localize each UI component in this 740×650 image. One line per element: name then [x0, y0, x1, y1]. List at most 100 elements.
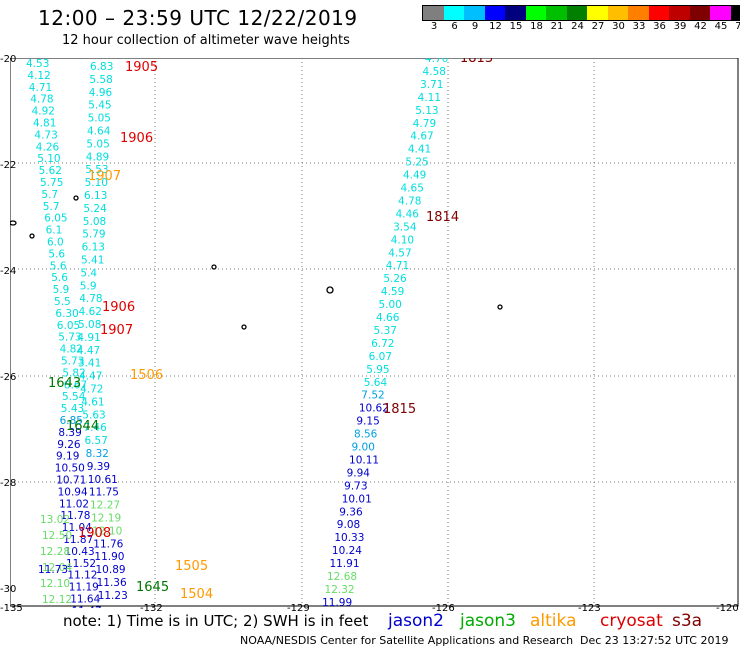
- swh-value: 5.10: [85, 177, 108, 189]
- time-tag: 1907: [100, 323, 133, 338]
- swh-value: 10.61: [88, 474, 118, 486]
- legend-tick: 18: [530, 21, 543, 32]
- swh-value: 5.9: [53, 284, 70, 296]
- legend-tick: 36: [653, 21, 666, 32]
- legend-tick: 42: [694, 21, 707, 32]
- swh-value: 10.62: [359, 403, 389, 415]
- legend-swatch: [423, 6, 444, 20]
- footer-credit: NOAA/NESDIS Center for Satellite Applica…: [240, 634, 574, 647]
- lat-lon-grid: [10, 58, 738, 606]
- swh-value: 5.79: [82, 229, 105, 241]
- swh-value: 4.47: [77, 345, 100, 357]
- swh-value: 12.32: [325, 584, 355, 596]
- swh-value: 5.25: [405, 157, 428, 169]
- legend-swatch: [607, 6, 628, 20]
- swh-value: 11.76: [93, 538, 123, 550]
- swh-value: 5.45: [88, 100, 111, 112]
- swh-value: 4.89: [86, 151, 109, 163]
- lat-label: -20: [0, 54, 17, 65]
- swh-value: 5.05: [86, 138, 109, 150]
- swh-value: 10.24: [332, 545, 362, 557]
- legend-tick: 6: [451, 21, 458, 32]
- swh-value: 12.27: [90, 500, 120, 512]
- lat-label: -22: [0, 160, 17, 171]
- swh-value: 12.12: [42, 594, 72, 606]
- swh-value: 4.71: [29, 82, 52, 94]
- legend-tick: 70: [735, 21, 740, 32]
- swh-value: 4.72: [80, 384, 103, 396]
- swh-value: 4.10: [391, 234, 414, 246]
- legend-swatch: [566, 6, 587, 20]
- swh-value: 6.05: [57, 320, 80, 332]
- swh-value: 10.71: [56, 475, 86, 487]
- swh-value: 5.26: [383, 273, 407, 285]
- swh-value: 11.75: [89, 487, 119, 499]
- swh-value: 5.95: [366, 364, 389, 376]
- time-tag: 1506: [130, 368, 163, 383]
- swh-value: 5.7: [41, 189, 58, 201]
- swh-value: 6.67: [64, 379, 87, 391]
- satellite-label: jason2: [388, 611, 444, 631]
- swh-value: 6.72: [371, 338, 394, 350]
- swh-value: 11.90: [94, 551, 124, 563]
- legend-swatch: [484, 6, 505, 20]
- time-tag: 1906: [102, 300, 135, 315]
- footer-note: note: 1) Time is in UTC; 2) SWH is in fe…: [63, 612, 369, 630]
- swh-value: 11.64: [70, 594, 100, 606]
- swh-value: 4.67: [410, 131, 433, 143]
- chart-title: 12:00 – 23:59 UTC 12/22/2019: [38, 6, 358, 30]
- swh-value: 4.96: [89, 87, 113, 99]
- swh-value: 11.47: [72, 605, 102, 608]
- swh-value: 11.23: [98, 590, 128, 602]
- lat-label: -24: [0, 266, 17, 277]
- legend-swatch: [546, 6, 567, 20]
- swh-value: 9.94: [347, 467, 371, 479]
- time-tag: 1813: [460, 58, 493, 66]
- swh-value: 4.26: [36, 141, 60, 153]
- swh-value: 5.75: [40, 177, 63, 189]
- swh-value: 9.39: [87, 461, 110, 473]
- swh-value: 5.82: [62, 367, 85, 379]
- swh-value: 4.53: [26, 58, 49, 70]
- swh-value: 4.78: [79, 293, 102, 305]
- swh-value: 9.00: [352, 442, 375, 454]
- swh-value: 9.08: [337, 519, 360, 531]
- swh-value: 4.57: [388, 247, 411, 259]
- legend-swatch: [587, 6, 608, 20]
- island: [211, 264, 217, 270]
- swh-value: 5.7: [43, 201, 60, 213]
- swh-value: 10.50: [55, 463, 85, 475]
- swh-value: 5.9: [80, 280, 97, 292]
- swh-value: 11.91: [329, 558, 359, 570]
- legend-tick: 9: [471, 21, 479, 32]
- swh-value: 9.26: [57, 439, 81, 451]
- legend-swatch: [628, 6, 649, 20]
- swh-value: 5.00: [378, 299, 401, 311]
- lon-label: -120: [716, 603, 739, 614]
- swh-value: 5.73: [61, 356, 84, 368]
- swh-value: 9.19: [56, 451, 79, 463]
- swh-value: 12.10: [40, 578, 70, 590]
- swh-value: 5.6: [51, 272, 68, 284]
- time-tag: 1644: [66, 419, 99, 434]
- legend-tick: 30: [612, 21, 625, 32]
- swh-value: 12.68: [327, 571, 357, 583]
- legend-tick: 12: [489, 21, 502, 32]
- swh-value: 4.73: [34, 129, 57, 141]
- time-tag: 1645: [136, 580, 169, 595]
- swh-value: 4.58: [423, 66, 446, 78]
- lon-label: -126: [432, 603, 455, 614]
- swh-value: 4.47: [79, 371, 102, 383]
- swh-value: 4.78: [398, 195, 421, 207]
- swh-value: 7.52: [361, 390, 384, 402]
- island: [241, 324, 247, 330]
- legend-tick: 45: [714, 21, 728, 32]
- swh-value: 10.89: [96, 564, 126, 576]
- swh-value: 4.11: [418, 92, 441, 104]
- swh-value: 4.41: [408, 144, 431, 156]
- swh-value: 5.37: [374, 325, 397, 337]
- swh-value: 5.10: [37, 153, 60, 165]
- satellite-label: cryosat: [600, 611, 663, 631]
- swh-value: 7.46: [83, 422, 107, 434]
- footer-timestamp: Dec 23 13:27:52 UTC 2019: [580, 634, 729, 647]
